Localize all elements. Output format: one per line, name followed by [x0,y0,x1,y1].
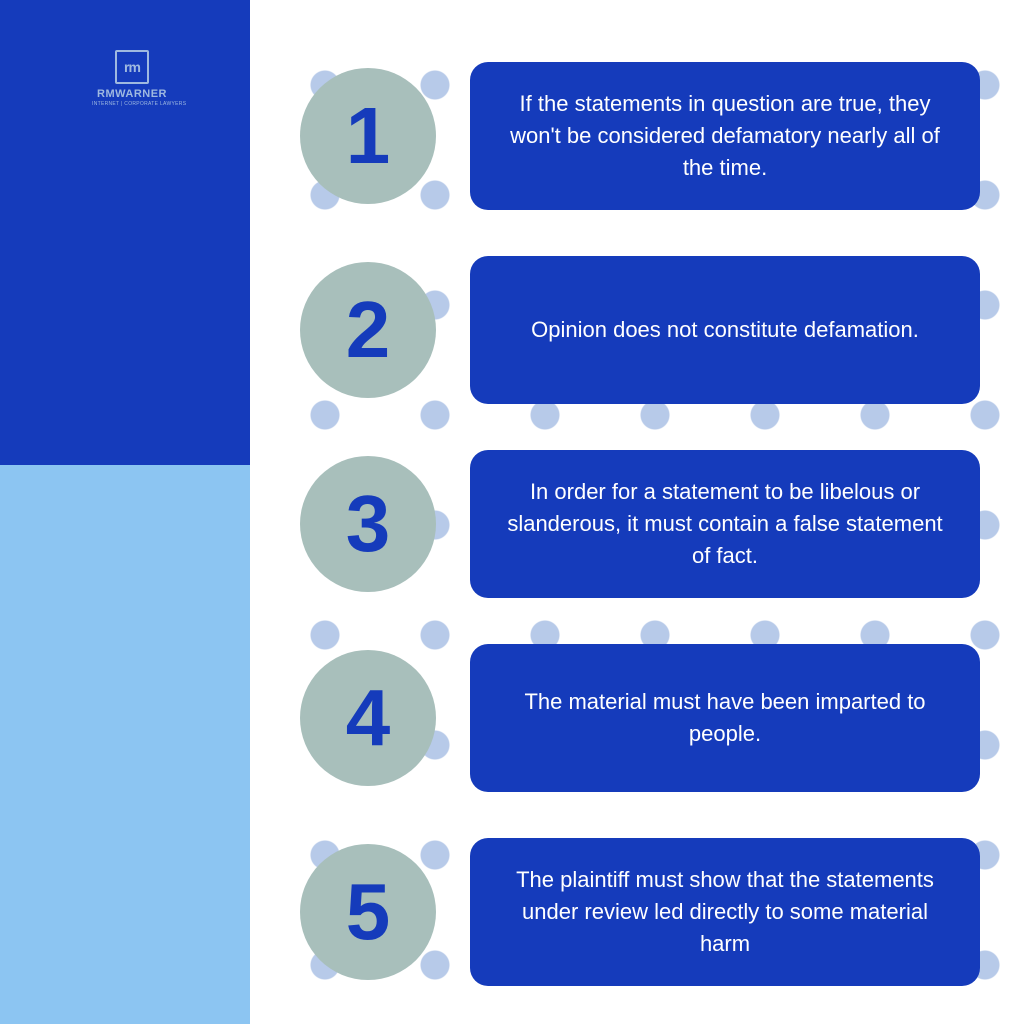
rule-number-circle: 3 [300,456,436,592]
rules-list: 1 If the statements in question are true… [300,62,980,986]
brand-logo: rm RMWARNER INTERNET | CORPORATE LAWYERS [92,50,172,107]
rule-number: 5 [346,872,391,952]
rule-number-circle: 2 [300,262,436,398]
sidebar-bottom-panel [0,465,250,1024]
rule-row: 3 In order for a statement to be libelou… [300,450,980,598]
rule-text: If the statements in question are true, … [500,88,950,184]
rule-text-box: The material must have been imparted to … [470,644,980,792]
logo-mark-icon: rm [115,50,149,84]
rule-text: The plaintiff must show that the stateme… [500,864,950,960]
rule-number: 3 [346,484,391,564]
logo-mark-text: rm [124,59,140,75]
rule-text-box: If the statements in question are true, … [470,62,980,210]
rule-text: Opinion does not constitute defamation. [531,314,919,346]
rule-number-circle: 1 [300,68,436,204]
infographic-canvas: rm RMWARNER INTERNET | CORPORATE LAWYERS… [0,0,1024,1024]
rule-row: 1 If the statements in question are true… [300,62,980,210]
logo-name: RMWARNER [92,88,172,100]
rule-number-circle: 5 [300,844,436,980]
rule-row: 5 The plaintiff must show that the state… [300,838,980,986]
sidebar: rm RMWARNER INTERNET | CORPORATE LAWYERS… [0,0,250,1024]
rule-text-box: Opinion does not constitute defamation. [470,256,980,404]
rule-text-box: The plaintiff must show that the stateme… [470,838,980,986]
rule-number: 1 [346,96,391,176]
rule-text: The material must have been imparted to … [500,686,950,750]
rule-row: 2 Opinion does not constitute defamation… [300,256,980,404]
rule-number: 2 [346,290,391,370]
rule-text: In order for a statement to be libelous … [500,476,950,572]
logo-tagline: INTERNET | CORPORATE LAWYERS [92,101,172,107]
rule-row: 4 The material must have been imparted t… [300,644,980,792]
rule-text-box: In order for a statement to be libelous … [470,450,980,598]
rule-number: 4 [346,678,391,758]
rule-number-circle: 4 [300,650,436,786]
